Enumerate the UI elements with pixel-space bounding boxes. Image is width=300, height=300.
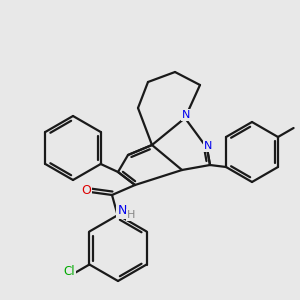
- Text: Cl: Cl: [63, 265, 75, 278]
- Text: H: H: [127, 210, 135, 220]
- Text: N: N: [182, 110, 190, 120]
- Text: O: O: [81, 184, 91, 196]
- Text: N: N: [204, 141, 212, 151]
- Text: N: N: [117, 205, 127, 218]
